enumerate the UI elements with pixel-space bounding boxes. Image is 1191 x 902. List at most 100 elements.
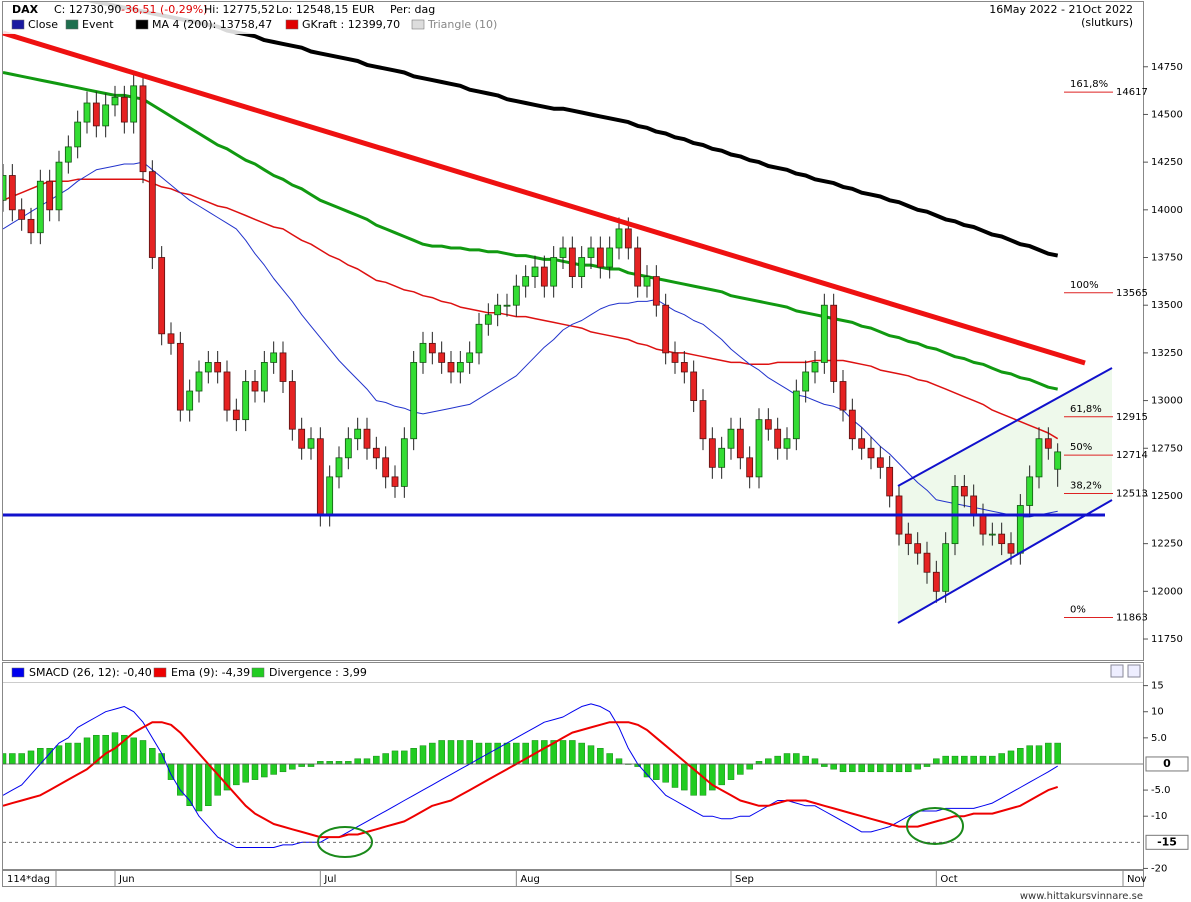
source: www.hittakursvinnare.se [1020, 891, 1143, 902]
candle-body [8, 175, 16, 211]
candle-body [522, 276, 530, 287]
legend-swatch [411, 19, 425, 30]
tool-icon[interactable] [1127, 664, 1141, 678]
main-plot [3, 2, 1062, 603]
divergence-bar [1007, 750, 1015, 765]
macd-line [3, 721, 1059, 839]
date-range: 16May 2022 - 21Oct 2022 [989, 3, 1133, 16]
candle-body [83, 102, 91, 123]
legend-swatch [153, 667, 167, 678]
fib-label: 161,8% [1070, 79, 1108, 90]
divergence-bar [849, 763, 856, 773]
candle-body [662, 304, 670, 354]
candle-body [839, 381, 847, 411]
candle-body [64, 146, 72, 163]
divergence-bar [718, 763, 725, 786]
candle-body [148, 171, 156, 258]
divergence-bar [503, 742, 511, 765]
candle-body [382, 457, 390, 478]
divergence-bar [3, 753, 7, 765]
candle-body [428, 342, 436, 354]
divergence-bar [139, 740, 147, 765]
candle-body [652, 276, 660, 306]
y-tick-label: 12250 [1151, 539, 1183, 550]
divergence-bar [18, 753, 25, 765]
y-tick-label: 10 [1151, 707, 1164, 718]
currency: EUR [352, 3, 375, 16]
candle-body [858, 438, 866, 449]
candle-body [120, 96, 128, 123]
divergence-bar [149, 748, 156, 765]
candle-body [550, 257, 558, 287]
divergence-bar [867, 763, 875, 773]
candle-body [783, 438, 791, 449]
x-tick-label: Oct [940, 874, 957, 885]
candle-body [1054, 451, 1062, 470]
candle-body [886, 466, 894, 497]
legend-label: Triangle (10) [427, 18, 497, 31]
candle-body [344, 438, 352, 459]
highlight-circle [906, 807, 964, 845]
reference-box [1145, 756, 1189, 772]
candle-body [167, 333, 175, 344]
fib-value: 12714 [1116, 450, 1148, 461]
candle-body [475, 323, 483, 354]
divergence-bar [475, 742, 483, 765]
candle-body [764, 419, 772, 430]
candle-body [232, 409, 240, 421]
period: Per: dag [390, 3, 435, 16]
candle-body [960, 486, 968, 497]
candle-body [195, 371, 203, 392]
divergence-bar [746, 763, 753, 770]
divergence-bar [279, 763, 287, 773]
main-frame [2, 1, 1144, 661]
divergence-bar [447, 740, 455, 765]
tool-icon[interactable] [1110, 664, 1124, 678]
divergence-bar [886, 763, 893, 773]
divergence-bar [270, 763, 277, 775]
fib-label: 100% [1070, 280, 1099, 291]
candle-body [1016, 505, 1024, 554]
candle-body [130, 85, 138, 123]
fib-value: 12513 [1116, 488, 1148, 499]
candle-body [410, 362, 418, 440]
candle-body [186, 390, 194, 411]
divergence-bar [933, 758, 940, 765]
candle-body [512, 285, 520, 306]
candle-body [288, 381, 296, 430]
divergence-bar [793, 753, 800, 765]
legend-label: MA 4 (200): 13758,47 [152, 18, 272, 31]
legend-swatch [285, 19, 299, 30]
divergence-bar [1026, 745, 1033, 765]
macd-plot [3, 703, 1061, 848]
candle-body [391, 476, 399, 487]
candle-body [914, 543, 922, 554]
divergence-bar [233, 763, 240, 786]
candle-body [904, 533, 912, 545]
candle-body [372, 447, 380, 459]
divergence-bar [970, 755, 977, 765]
divergence-bar [783, 753, 791, 765]
candle-body [998, 533, 1006, 545]
candle-body [643, 276, 651, 287]
candle-body [708, 438, 716, 468]
candle-body [55, 161, 63, 211]
candle-body [671, 352, 679, 363]
divergence-bar [55, 745, 63, 765]
candle-body [326, 476, 334, 516]
y-tick-label: 13250 [1151, 348, 1183, 359]
reference-box [1145, 834, 1189, 850]
divergence-bar [989, 755, 996, 765]
legend-swatch [11, 667, 25, 678]
fib-label: 38,2% [1070, 480, 1102, 491]
triangle-fill [898, 368, 1112, 623]
legend-label: SMACD (26, 12): -0,40 [29, 666, 152, 679]
divergence-bar [1045, 742, 1052, 765]
divergence-bar [130, 737, 137, 765]
divergence-bar [391, 750, 399, 765]
divergence-bar [774, 755, 781, 765]
macd-frame [2, 662, 1144, 870]
candle-body [111, 96, 119, 106]
candle-body [466, 352, 474, 363]
